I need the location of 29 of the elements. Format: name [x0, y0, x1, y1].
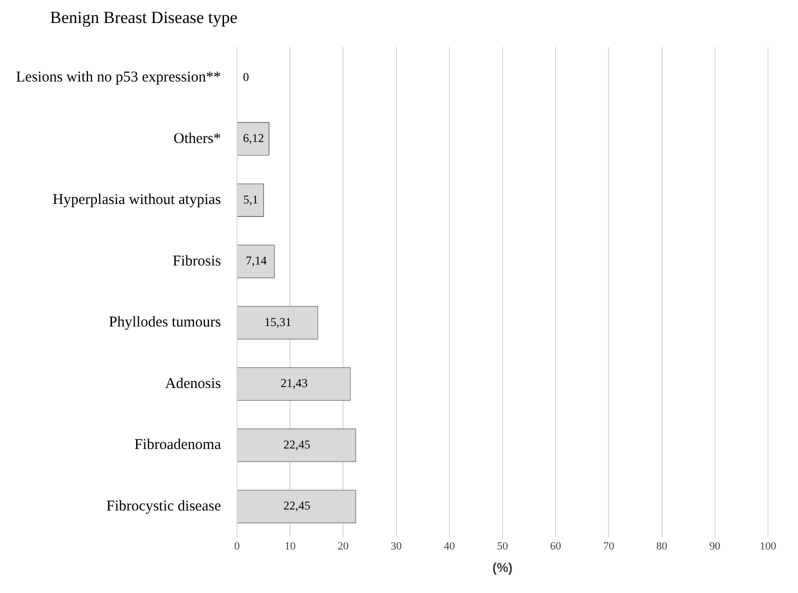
x-tick-label: 90	[709, 540, 721, 553]
x-tick-label: 60	[550, 540, 562, 553]
x-tick-label: 20	[338, 540, 350, 553]
y-tick-label: Lesions with no p53 expression**	[16, 70, 221, 86]
x-tick-label: 30	[390, 540, 402, 553]
data-label: 21,43	[280, 376, 308, 390]
data-label: 22,45	[283, 437, 310, 452]
x-tick-label: 10	[284, 540, 296, 553]
data-label: 7,14	[246, 254, 267, 268]
y-tick-label: Phyllodes tumours	[108, 314, 222, 331]
x-tick-label: 70	[603, 540, 615, 553]
data-label: 22,45	[283, 498, 310, 513]
y-tick-label: Adenosis	[165, 376, 222, 392]
y-tick-label: Hyperplasia without atypias	[52, 192, 222, 208]
x-tick-label: 0	[234, 540, 240, 553]
x-tick-label: 100	[760, 540, 777, 553]
y-tick-label: Fibroadenoma	[134, 437, 222, 454]
data-label: 15,31	[264, 314, 292, 329]
x-tick-label: 40	[444, 540, 456, 553]
x-axis-title: (%)	[492, 560, 513, 575]
data-label: 0	[242, 70, 249, 84]
y-tick-label: Fibrocystic disease	[106, 498, 222, 514]
y-tick-label: Fibrosis	[172, 253, 222, 270]
x-tick-label: 50	[496, 540, 508, 553]
data-label: 6,12	[242, 131, 264, 146]
y-tick-label: Others*	[173, 130, 221, 147]
y-axis-title: Benign Breast Disease type	[50, 8, 238, 28]
x-tick-label: 80	[656, 540, 668, 553]
data-label: 5,1	[243, 192, 258, 206]
